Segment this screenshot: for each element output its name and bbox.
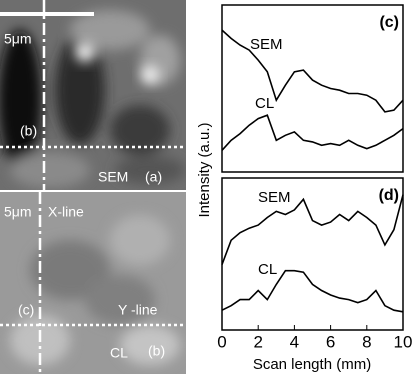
series-label: CL	[255, 95, 274, 112]
plot-frame	[221, 177, 404, 331]
data-line	[221, 114, 404, 151]
x-tick-label: 8	[362, 332, 371, 351]
x-tick-label: 10	[394, 332, 413, 351]
plot-frame	[221, 4, 404, 173]
x-tick-label: 6	[326, 332, 335, 351]
panel-label: (c)	[379, 14, 399, 31]
data-line	[221, 269, 404, 313]
cl-image	[0, 192, 186, 374]
y-axis-label: Intensity (a.u.)	[196, 122, 213, 217]
panel-label: (b)	[148, 343, 165, 359]
series-label: CL	[258, 261, 277, 278]
x-tick-label: 4	[290, 332, 299, 351]
series-label: SEM	[250, 36, 283, 53]
data-line	[221, 194, 404, 265]
scale-label: 5μm	[4, 31, 32, 47]
x-tick-label: 2	[253, 332, 262, 351]
line-label: (b)	[20, 123, 37, 139]
image-name: CL	[110, 345, 128, 361]
line-label: X-line	[48, 204, 84, 220]
scan-lines	[0, 0, 186, 374]
line-label: Y -line	[118, 302, 158, 318]
sem-image	[0, 0, 186, 190]
scale-label: 5μm	[4, 204, 32, 220]
image-name: SEM	[98, 169, 128, 185]
x-axis-label: Scan length (mm)	[253, 356, 371, 373]
panel-label: (d)	[379, 187, 399, 204]
panel-label: (a)	[145, 169, 162, 185]
data-line	[221, 29, 404, 113]
x-tick-label: 0	[217, 332, 226, 351]
series-label: SEM	[258, 189, 291, 206]
line-label: (c)	[18, 302, 34, 318]
